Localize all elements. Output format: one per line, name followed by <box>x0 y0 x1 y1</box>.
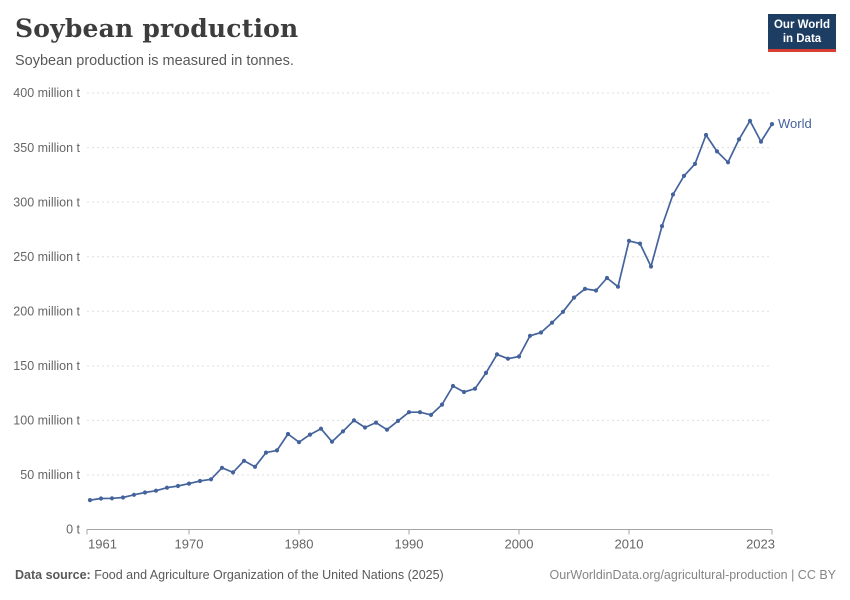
data-point-1993[interactable] <box>439 402 445 407</box>
data-point-1971[interactable] <box>197 478 203 484</box>
data-point-2018[interactable] <box>714 149 720 154</box>
data-point-1973[interactable] <box>219 465 225 470</box>
data-point-2002[interactable] <box>538 330 544 335</box>
data-point-1967[interactable] <box>153 488 159 493</box>
x-axis-label-2023: 2023 <box>746 537 775 552</box>
data-point-1961[interactable] <box>87 498 93 503</box>
data-point-2000[interactable] <box>516 354 522 359</box>
data-point-2010[interactable] <box>626 238 632 243</box>
page-title: Soybean production <box>15 14 299 43</box>
data-point-2023[interactable] <box>769 122 775 127</box>
data-point-2020[interactable] <box>736 137 742 142</box>
series-line-world[interactable] <box>89 119 773 501</box>
chart-subtitle: Soybean production is measured in tonnes… <box>15 53 294 69</box>
data-point-2003[interactable] <box>549 320 555 325</box>
data-point-1998[interactable] <box>494 352 500 357</box>
data-point-1978[interactable] <box>274 448 280 453</box>
y-axis-label-400: 400 million t <box>13 86 80 100</box>
y-axis-label-50: 50 million t <box>20 468 80 482</box>
data-point-1966[interactable] <box>142 490 148 495</box>
owid-logo-line2: in Data <box>782 33 822 45</box>
data-point-1985[interactable] <box>351 418 357 423</box>
data-point-1997[interactable] <box>483 370 489 375</box>
data-point-2008[interactable] <box>604 275 610 281</box>
data-point-2004[interactable] <box>560 309 566 314</box>
data-point-1969[interactable] <box>175 483 181 489</box>
data-point-1980[interactable] <box>296 440 302 445</box>
data-point-1963[interactable] <box>109 496 115 501</box>
data-point-2016[interactable] <box>692 161 698 166</box>
owid-logo-line1: Our World <box>773 19 830 31</box>
data-point-2012[interactable] <box>648 264 654 269</box>
data-point-1962[interactable] <box>98 496 104 501</box>
data-point-1991[interactable] <box>417 410 423 415</box>
data-point-1972[interactable] <box>208 477 214 482</box>
x-axis-label-1961: 1961 <box>88 537 117 552</box>
data-point-2021[interactable] <box>747 118 753 123</box>
data-point-1964[interactable] <box>120 495 126 500</box>
chart-footer: Data source: Food and Agriculture Organi… <box>15 568 836 582</box>
y-axis-label-200: 200 million t <box>13 304 80 318</box>
x-axis-label-1980: 1980 <box>285 537 314 552</box>
data-point-1979[interactable] <box>285 431 291 437</box>
data-point-2009[interactable] <box>615 284 621 289</box>
data-point-1975[interactable] <box>241 458 247 463</box>
data-point-1970[interactable] <box>186 481 192 486</box>
data-point-1974[interactable] <box>230 470 236 475</box>
data-point-1999[interactable] <box>505 356 511 361</box>
x-axis-label-1990: 1990 <box>395 537 424 552</box>
data-point-1990[interactable] <box>406 410 412 415</box>
data-point-1968[interactable] <box>164 485 170 490</box>
data-point-2015[interactable] <box>681 173 687 178</box>
data-point-2019[interactable] <box>725 160 731 165</box>
x-axis-label-2010: 2010 <box>615 537 644 552</box>
data-point-1986[interactable] <box>362 425 368 430</box>
y-axis-label-350: 350 million t <box>13 141 80 155</box>
y-axis-label-100: 100 million t <box>13 414 80 428</box>
owid-citation-link[interactable]: OurWorldinData.org/agricultural-producti… <box>549 568 836 582</box>
data-point-2011[interactable] <box>637 241 643 246</box>
data-point-2006[interactable] <box>582 286 588 291</box>
y-axis-label-250: 250 million t <box>13 250 80 264</box>
data-point-1981[interactable] <box>307 432 313 437</box>
data-point-1982[interactable] <box>318 426 324 431</box>
data-source-value: Food and Agriculture Organization of the… <box>90 568 444 582</box>
data-point-2017[interactable] <box>703 132 709 138</box>
data-point-1994[interactable] <box>450 383 456 389</box>
data-point-1988[interactable] <box>384 427 390 432</box>
data-point-1965[interactable] <box>131 492 137 497</box>
data-point-1983[interactable] <box>329 439 335 444</box>
y-axis-label-150: 150 million t <box>13 359 80 373</box>
data-point-1977[interactable] <box>263 450 269 455</box>
data-point-2005[interactable] <box>571 295 577 300</box>
data-point-2007[interactable] <box>593 288 599 293</box>
x-axis-label-1970: 1970 <box>175 537 204 552</box>
data-source-text: Data source: Food and Agriculture Organi… <box>15 568 444 582</box>
data-point-2001[interactable] <box>527 333 533 338</box>
y-axis-label-0: 0 t <box>66 523 80 537</box>
y-axis-label-300: 300 million t <box>13 195 80 209</box>
data-point-1995[interactable] <box>461 389 467 395</box>
data-point-2022[interactable] <box>758 139 764 144</box>
series-label-world[interactable]: World <box>778 116 812 131</box>
data-point-2014[interactable] <box>670 192 676 197</box>
data-point-1992[interactable] <box>428 412 434 417</box>
data-point-1987[interactable] <box>373 420 379 425</box>
data-point-1989[interactable] <box>395 418 401 423</box>
owid-logo[interactable]: Our World in Data <box>768 14 836 52</box>
owid-logo-accent-bar <box>768 49 836 52</box>
data-point-1996[interactable] <box>472 386 478 391</box>
data-source-label: Data source: <box>15 568 91 582</box>
data-point-1984[interactable] <box>340 429 346 434</box>
x-axis-label-2000: 2000 <box>505 537 534 552</box>
data-point-2013[interactable] <box>659 224 665 229</box>
data-point-1976[interactable] <box>252 464 258 469</box>
